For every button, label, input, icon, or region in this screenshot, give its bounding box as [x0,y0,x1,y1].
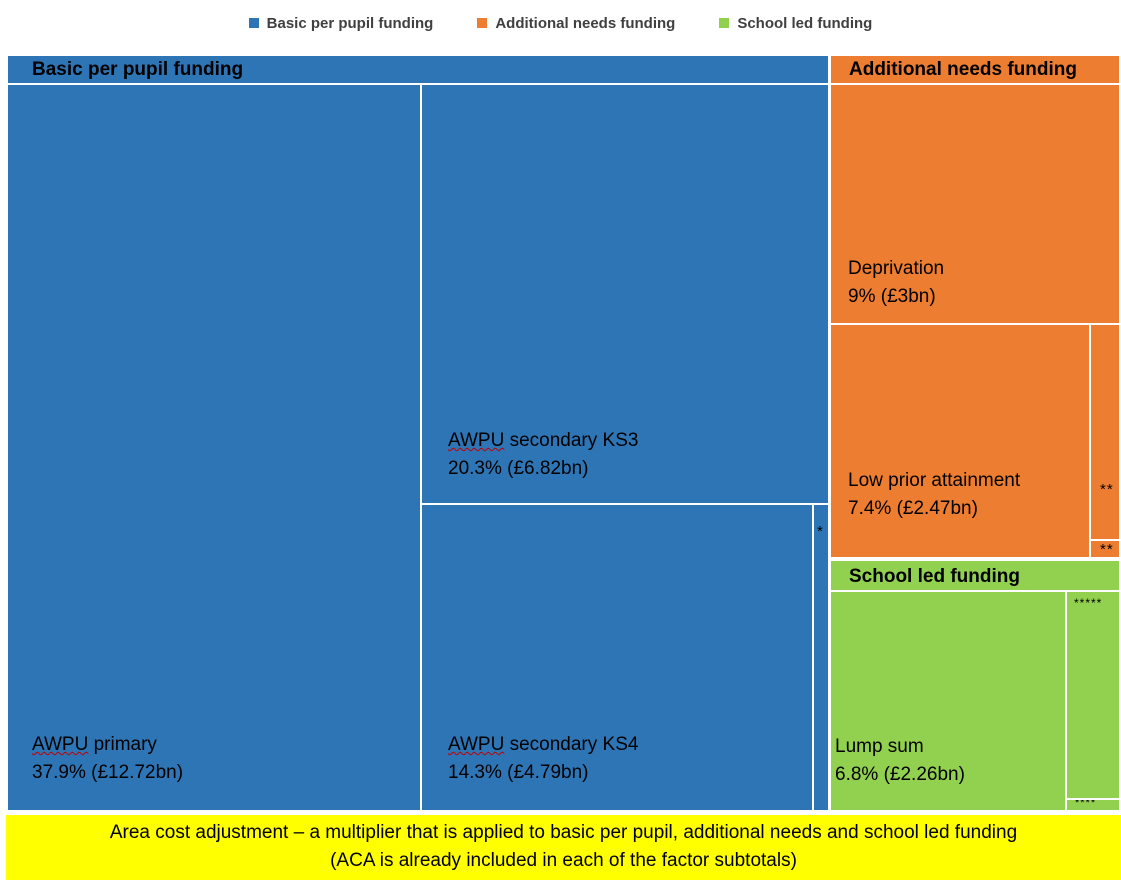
legend-item-basic: Basic per pupil funding [248,14,434,32]
legend-swatch-additional [477,18,488,28]
tile-deprivation-name: Deprivation [848,258,945,279]
tile-low-prior-attainment-text: Low prior attainment 7.4% (£2.47bn) [848,467,1020,523]
group-header-additional: Additional needs funding [829,54,1121,85]
spellcheck-underline: AWPU [448,734,505,755]
tile-deprivation-text: Deprivation 9% (£3bn) [848,255,944,311]
tile-awpu-ks4-text: AWPU secondary KS4 14.3% (£4.79bn) [448,731,638,787]
tile-additional-small-1-label: ** [1100,481,1114,498]
tile-awpu-primary: AWPU primary 37.9% (£12.72bn) [6,83,422,812]
tile-awpu-ks3-name: AWPU secondary KS3 [448,430,639,451]
tile-lump-sum-name: Lump sum [835,736,924,757]
tile-lump-sum: Lump sum 6.8% (£2.26bn) [829,590,1067,812]
group-header-basic: Basic per pupil funding [6,54,830,85]
group-header-basic-label: Basic per pupil funding [32,59,244,80]
legend: Basic per pupil funding Additional needs… [0,0,1121,46]
legend-label-additional: Additional needs funding [495,14,676,32]
legend-label-school-led: School led funding [737,14,873,32]
tile-awpu-ks3-value: 20.3% (£6.82bn) [448,458,589,479]
tile-additional-small-1: ** [1089,323,1121,541]
aca-footer-line-2: (ACA is already included in each of the … [330,850,797,871]
tile-deprivation-value: 9% (£3bn) [848,286,936,307]
tile-school-led-small-1: ***** [1065,590,1121,800]
tile-low-prior-attainment-value: 7.4% (£2.47bn) [848,498,978,519]
tile-basic-small: * [812,503,830,812]
tile-awpu-primary-value: 37.9% (£12.72bn) [32,762,184,783]
legend-swatch-school-led [719,18,730,28]
group-header-additional-label: Additional needs funding [849,59,1077,80]
tile-awpu-ks3-text: AWPU secondary KS3 20.3% (£6.82bn) [448,427,638,483]
tile-awpu-primary-text: AWPU primary 37.9% (£12.72bn) [32,731,183,787]
tile-awpu-ks4-name: AWPU secondary KS4 [448,734,639,755]
legend-item-additional: Additional needs funding [477,15,675,32]
tile-awpu-ks3: AWPU secondary KS3 20.3% (£6.82bn) [420,83,830,505]
aca-footer-line-1: Area cost adjustment – a multiplier that… [109,822,1018,843]
tile-additional-small-2-label: ** [1100,541,1114,558]
aca-footer: Area cost adjustment – a multiplier that… [6,815,1121,880]
tile-school-led-small-2: **** [1065,798,1121,812]
group-header-school-led-label: School led funding [849,566,1020,587]
group-header-school-led: School led funding [829,559,1121,592]
spellcheck-underline: AWPU [448,430,505,451]
spellcheck-underline: AWPU [32,734,89,755]
tile-awpu-primary-name: AWPU primary [32,734,157,755]
tile-lump-sum-value: 6.8% (£2.26bn) [835,764,965,785]
tile-awpu-ks4: AWPU secondary KS4 14.3% (£4.79bn) [420,503,814,812]
tile-additional-small-2: ** [1089,539,1121,559]
legend-item-school-led: School led funding [719,15,872,32]
tile-awpu-ks4-value: 14.3% (£4.79bn) [448,762,589,783]
tile-low-prior-attainment-name: Low prior attainment [848,470,1021,491]
tile-low-prior-attainment: Low prior attainment 7.4% (£2.47bn) [829,323,1091,559]
tile-school-led-small-2-label: **** [1075,798,1097,809]
tile-basic-small-label: * [817,523,824,540]
tile-school-led-small-1-label: ***** [1074,596,1103,610]
legend-swatch-basic [248,18,259,28]
legend-label-basic: Basic per pupil funding [266,14,434,32]
tile-deprivation: Deprivation 9% (£3bn) [829,83,1121,325]
tile-lump-sum-text: Lump sum 6.8% (£2.26bn) [835,733,965,789]
